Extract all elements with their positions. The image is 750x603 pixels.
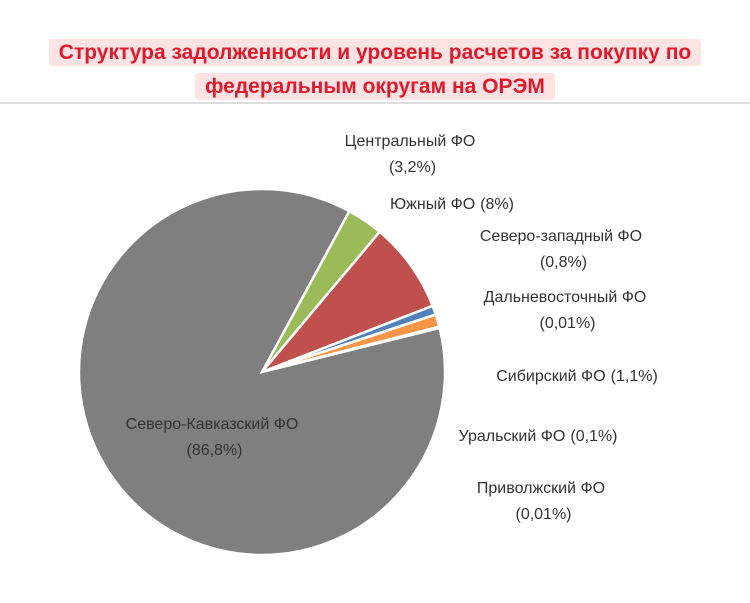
slice-label: Центральный ФО (3,2%)	[330, 129, 490, 181]
value-label: (86,8%)	[186, 442, 243, 459]
chart-title: Структура задолженности и уровень расчет…	[48, 39, 702, 100]
slice-label: Северо-западный ФО (0,8%)	[461, 224, 661, 276]
pie-slice	[77, 187, 447, 557]
slice-label: Уральский ФО (0,1%)	[408, 424, 668, 450]
value-label: (3,2%)	[388, 159, 437, 176]
value-label: (0,8%)	[539, 254, 588, 271]
value-label: (0,1%)	[570, 428, 618, 445]
pie-slice	[261, 230, 435, 374]
value-label: (0,01%)	[515, 506, 572, 523]
category-label: Северо-Кавказский ФО	[125, 416, 299, 433]
value-label: (1,1%)	[610, 368, 658, 385]
slice-label: Приволжский ФО (0,01%)	[461, 476, 621, 528]
slice-label: Северо-Кавказский ФО (86,8%)	[125, 412, 300, 464]
category-label: Дальневосточный ФО	[483, 289, 647, 306]
slice-label: Дальневосточный ФО (0,01%)	[465, 285, 665, 337]
slice-label: Южный ФО (8%)	[322, 192, 582, 218]
value-label: (0,01%)	[539, 315, 596, 332]
title-box: Структура задолженности и уровень расчет…	[25, 36, 725, 104]
category-label: Уральский ФО	[458, 428, 566, 445]
category-label: Северо-западный ФО	[479, 228, 643, 245]
category-label: Южный ФО	[390, 196, 476, 213]
category-label: Приволжский ФО	[476, 480, 606, 497]
slice-label: Сибирский ФО (1,1%)	[447, 364, 707, 390]
value-label: (8%)	[480, 196, 514, 213]
category-label: Сибирский ФО	[496, 368, 606, 385]
category-label: Центральный ФО	[344, 133, 476, 150]
